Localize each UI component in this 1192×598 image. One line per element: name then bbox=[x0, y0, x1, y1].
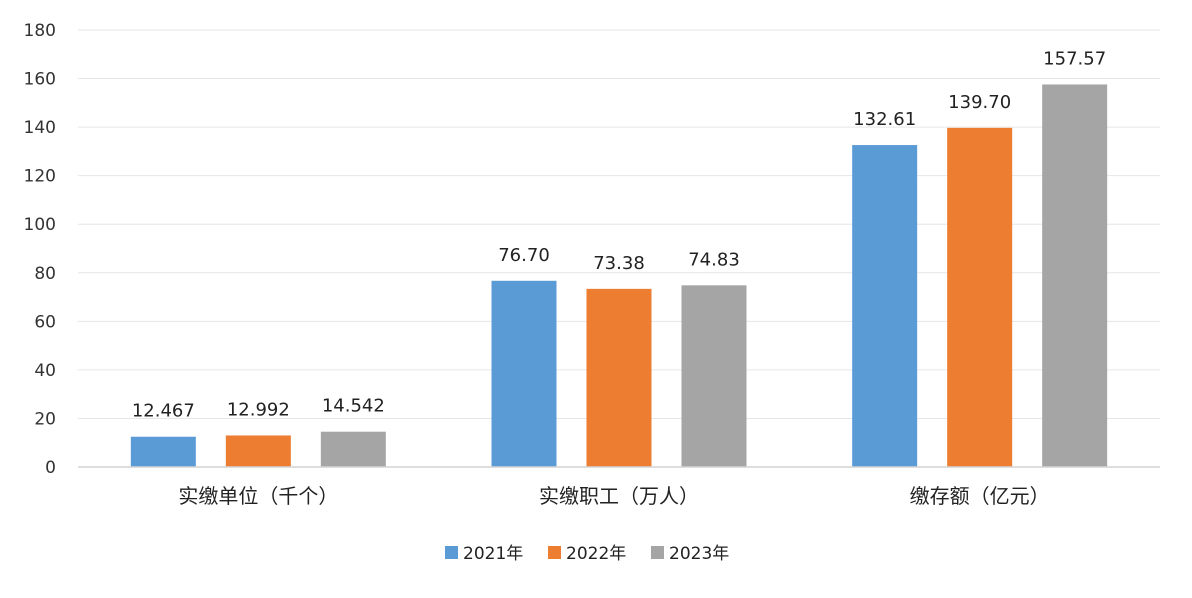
data-label: 14.542 bbox=[322, 396, 385, 417]
y-tick-label: 120 bbox=[24, 167, 56, 187]
bar-2-3 bbox=[947, 127, 1013, 467]
gridlines bbox=[78, 29, 1160, 419]
data-label: 73.38 bbox=[593, 253, 645, 274]
x-axis-category-labels: 实缴单位（千个） 实缴职工（万人） 缴存额（亿元） bbox=[178, 484, 1049, 508]
data-label: 157.57 bbox=[1043, 48, 1106, 69]
y-tick-label: 60 bbox=[34, 312, 56, 332]
legend-swatch bbox=[651, 546, 664, 559]
category-label: 实缴单位（千个） bbox=[178, 484, 338, 508]
data-label: 76.70 bbox=[498, 245, 550, 266]
legend-swatch bbox=[548, 546, 561, 559]
bar-1-1 bbox=[130, 436, 196, 467]
bar-1-3 bbox=[852, 145, 918, 468]
y-tick-label: 180 bbox=[24, 21, 56, 41]
y-tick-label: 160 bbox=[24, 70, 56, 90]
bar-3-1 bbox=[320, 431, 386, 467]
data-label: 139.70 bbox=[948, 92, 1011, 113]
bar-3-2 bbox=[681, 285, 747, 467]
bar-2-2 bbox=[586, 288, 652, 467]
y-tick-label: 0 bbox=[45, 458, 56, 478]
data-label: 12.467 bbox=[132, 401, 195, 422]
bars bbox=[130, 84, 1108, 468]
y-tick-label: 80 bbox=[34, 264, 56, 284]
y-tick-label: 40 bbox=[34, 361, 56, 381]
y-tick-label: 140 bbox=[24, 118, 56, 138]
data-labels: 12.467 12.992 14.542 76.70 73.38 74.83 132.61 1… bbox=[132, 48, 1106, 421]
legend-label: 2021年 bbox=[463, 544, 523, 564]
bar-3-3 bbox=[1042, 84, 1108, 468]
y-tick-label: 20 bbox=[34, 409, 56, 429]
legend-label: 2022年 bbox=[566, 544, 626, 564]
bar-2-1 bbox=[225, 435, 291, 467]
y-axis-ticks: 0 20 40 60 80 100 120 140 160 180 bbox=[24, 21, 56, 478]
y-tick-label: 100 bbox=[24, 215, 56, 235]
legend-swatch bbox=[445, 546, 458, 559]
legend-label: 2023年 bbox=[669, 544, 729, 564]
data-label: 74.83 bbox=[688, 249, 740, 270]
legend: 2021年 2022年 2023年 bbox=[445, 544, 729, 564]
category-label: 缴存额（亿元） bbox=[910, 484, 1050, 508]
data-label: 132.61 bbox=[853, 109, 916, 130]
category-label: 实缴职工（万人） bbox=[539, 484, 699, 508]
data-label: 12.992 bbox=[227, 399, 290, 420]
bar-1-2 bbox=[491, 280, 557, 467]
